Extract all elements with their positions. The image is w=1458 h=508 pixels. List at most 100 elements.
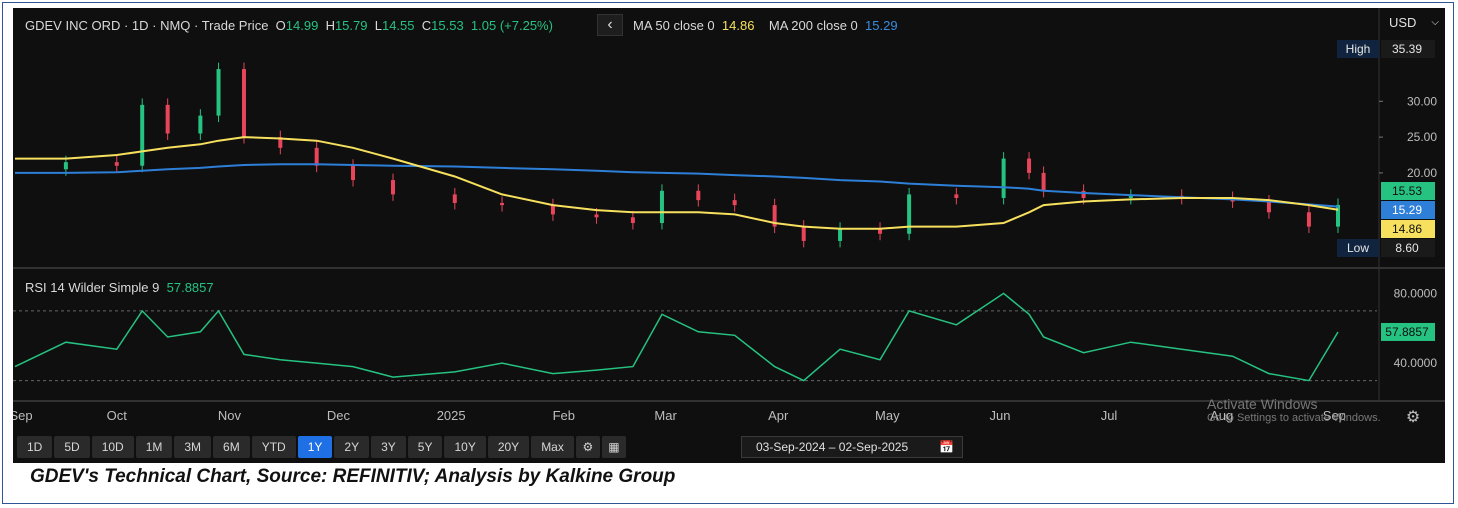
price-pane: [15, 62, 1340, 248]
open-label: O: [275, 18, 286, 33]
candle-body: [1128, 195, 1133, 198]
candle-body: [391, 180, 395, 195]
candle-body: [954, 194, 959, 198]
ma200-price-tag-bg: [1381, 201, 1435, 219]
ma50-price-tag: 14.86: [1392, 222, 1422, 236]
rsi-pane: [13, 292, 1377, 382]
date-range-picker[interactable]: 03-Sep-2024 – 02-Sep-2025 📅: [741, 436, 963, 458]
low-value-tag-bg: [1381, 239, 1435, 257]
date-separator: –: [828, 440, 836, 454]
rsi-line: [14, 292, 1339, 382]
range-3y-button[interactable]: 3Y: [371, 436, 406, 458]
low-value-tag: 8.60: [1395, 241, 1419, 255]
range-2y-button[interactable]: 2Y: [334, 436, 370, 458]
ma200-price-tag: 15.29: [1392, 203, 1422, 217]
x-tick-label: May: [875, 408, 900, 423]
range-1d-button[interactable]: 1D: [17, 436, 53, 458]
candle-body: [1306, 212, 1311, 227]
currency-selector[interactable]: USD ⌵: [1383, 12, 1445, 34]
date-start: 03-Sep-2024: [756, 440, 826, 454]
low-label-bg: [1337, 239, 1379, 257]
high-value-tag-bg: [1381, 40, 1435, 58]
data-table-button[interactable]: ▦: [601, 436, 626, 458]
ma-legend: MA 50 close 0 14.86 MA 200 close 0 15.29: [633, 18, 898, 33]
range-1m-button[interactable]: 1M: [135, 436, 173, 458]
candle-body: [838, 228, 843, 241]
table-icon: ▦: [608, 440, 620, 454]
x-tick-label: Oct: [107, 408, 128, 423]
candle-body: [241, 69, 246, 138]
range-toolbar: 1D 5D 10D 1M 3M 6M YTD 1Y 2Y 3Y 5Y 10Y 2…: [17, 436, 626, 458]
range-max-button[interactable]: Max: [531, 436, 574, 458]
x-tick-label: Sep: [1323, 408, 1346, 423]
candle-body: [165, 104, 170, 134]
candle-body: [140, 104, 145, 166]
ma200-line: [15, 163, 1339, 208]
candle-body: [278, 137, 283, 148]
candle-body: [732, 200, 737, 206]
collapse-legend-button[interactable]: ‹: [597, 14, 623, 36]
ma50-label: MA 50 close 0: [633, 18, 715, 33]
price-tick-label: 20.00: [1407, 166, 1437, 180]
range-3m-button[interactable]: 3M: [174, 436, 212, 458]
candle-body: [63, 162, 68, 170]
rsi-value-tag: 57.8857: [1385, 325, 1429, 339]
candle-body: [772, 205, 777, 227]
chevron-down-icon: ⌵: [1431, 17, 1439, 28]
high-label: High: [1346, 42, 1371, 56]
currency-label: USD: [1389, 15, 1417, 30]
range-1y-button[interactable]: 1Y: [297, 436, 333, 458]
chart-header: GDEV INC ORD · 1D · NMQ · Trade Price O1…: [25, 18, 553, 33]
candle-body: [351, 165, 356, 181]
x-tick-label: Mar: [654, 408, 677, 423]
candle-body: [1027, 158, 1032, 173]
rsi-tick-label: 40.0000: [1394, 356, 1438, 370]
last-price-tag-bg: [1381, 182, 1435, 200]
x-tick-label: Jun: [989, 408, 1010, 423]
x-tick-label: 2025: [437, 408, 466, 423]
gear-icon: ⚙: [1405, 409, 1421, 426]
high-value-tag: 35.39: [1392, 42, 1422, 56]
candle-body: [659, 190, 664, 224]
price-tick-label: 25.00: [1407, 130, 1437, 144]
date-end: 02-Sep-2025: [838, 440, 909, 454]
high-value: 15.79: [334, 18, 368, 33]
range-20y-button[interactable]: 20Y: [487, 436, 530, 458]
low-label: L: [374, 18, 382, 33]
ma200-value: 15.29: [865, 18, 898, 33]
low-label: Low: [1347, 241, 1369, 255]
candle-body: [550, 205, 555, 215]
x-tick-label: Sep: [13, 408, 33, 423]
range-5y-button[interactable]: 5Y: [407, 436, 443, 458]
x-tick-label: Nov: [218, 408, 242, 423]
x-tick-label: Jul: [1101, 408, 1118, 423]
range-10y-button[interactable]: 10Y: [444, 436, 486, 458]
rsi-value-tag-bg: [1381, 322, 1435, 341]
range-ytd-button[interactable]: YTD: [251, 436, 296, 458]
low-value: 14.55: [381, 18, 415, 33]
candle-body: [198, 115, 203, 134]
candle-body: [1266, 201, 1271, 213]
candle-body: [1001, 158, 1006, 198]
candle-body: [1041, 172, 1046, 191]
indicator-settings-button[interactable]: ⚙: [575, 436, 600, 458]
candle-body: [801, 226, 806, 241]
last-price-tag: 15.53: [1392, 184, 1422, 198]
rsi-legend: RSI 14 Wilder Simple 9 57.8857: [25, 280, 214, 295]
ma50-line: [15, 136, 1339, 230]
close-value: 15.53: [431, 18, 464, 33]
calendar-icon: 📅: [939, 440, 954, 454]
range-6m-button[interactable]: 6M: [213, 436, 250, 458]
candle-body: [1336, 204, 1340, 227]
candle-body: [878, 228, 883, 234]
x-tick-label: Dec: [327, 408, 351, 423]
ma200-label: MA 200 close 0: [768, 18, 858, 33]
chart-settings-button[interactable]: ⚙: [1403, 408, 1423, 428]
open-value: 14.99: [285, 18, 319, 33]
candle-body: [594, 214, 599, 218]
candle-body: [500, 202, 505, 206]
ma50-value: 14.86: [721, 18, 755, 33]
x-tick-label: Aug: [1210, 408, 1233, 423]
range-10d-button[interactable]: 10D: [91, 436, 134, 458]
range-5d-button[interactable]: 5D: [54, 436, 90, 458]
